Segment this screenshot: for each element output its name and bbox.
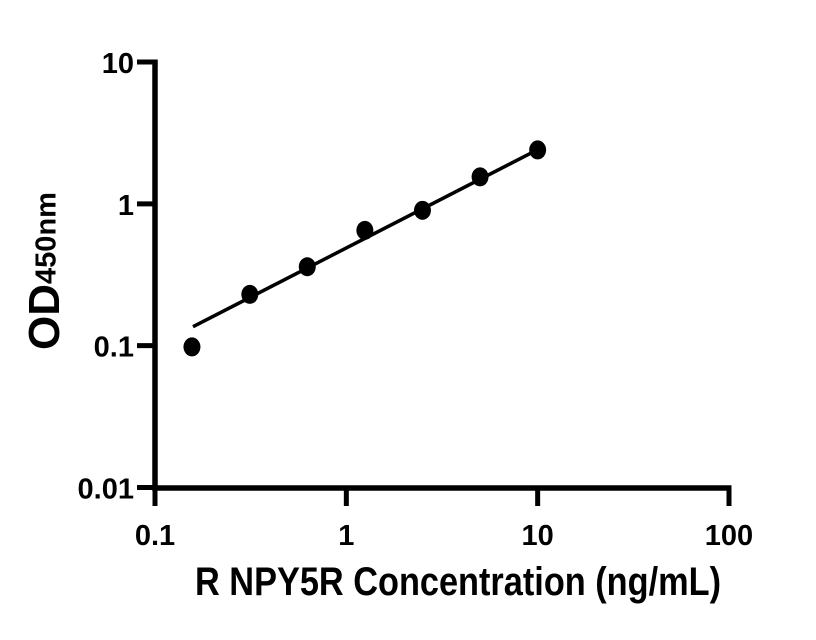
x-axis-title: R NPY5R Concentration (ng/mL) [195,560,721,604]
data-point-4 [413,200,431,220]
y-axis-title: OD450nm [20,192,69,350]
y-axis-title-subscript: 450nm [30,192,63,284]
data-point-3 [356,220,374,240]
data-point-5 [471,167,489,187]
x-tick-label-1: 1 [338,520,354,552]
data-point-2 [298,257,316,277]
data-point-6 [529,140,547,160]
x-tick-label-100: 100 [705,520,753,552]
y-tick-label-10: 10 [102,48,134,80]
data-point-0 [183,337,201,357]
x-tick-label-0.1: 0.1 [135,520,175,552]
y-tick-label-0.1: 0.1 [94,332,134,364]
x-tick-label-10: 10 [522,520,554,552]
y-tick-label-0.01: 0.01 [78,474,134,506]
data-point-1 [241,284,259,304]
y-axis-title-text: OD [20,283,69,350]
y-tick-label-1: 1 [118,190,134,222]
